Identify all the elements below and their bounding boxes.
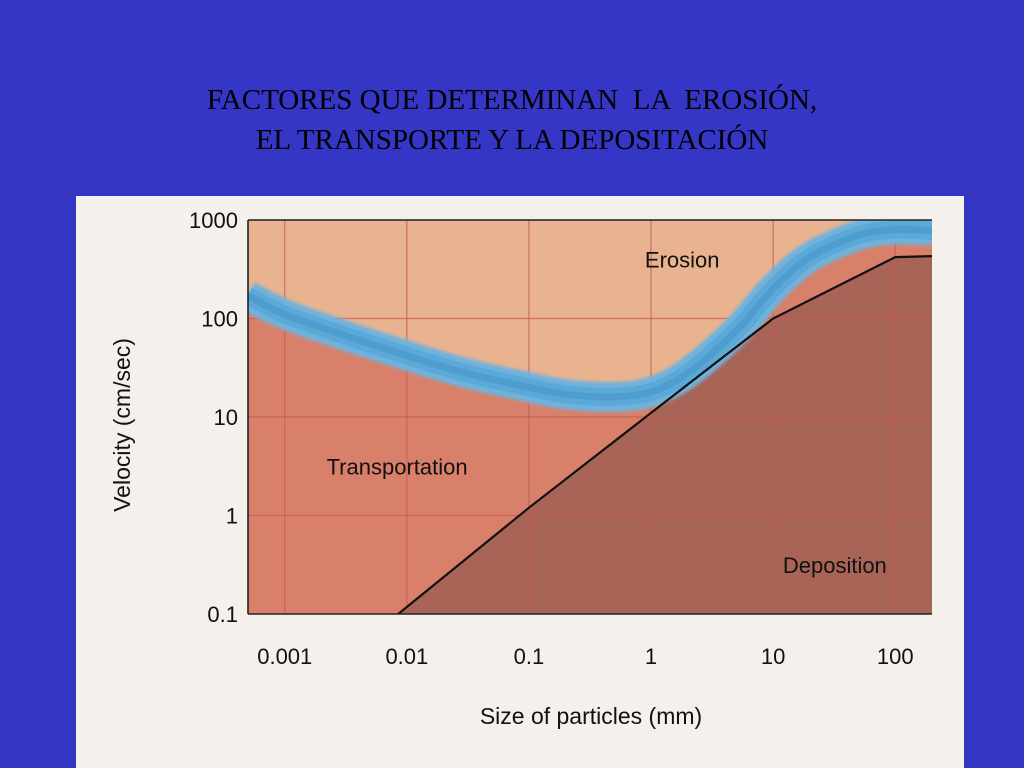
- deposition-boundary-line: [397, 255, 932, 614]
- figure-panel: 0.001 0.01 0.1 1 10 100 1000 100 10 1 0.1 Size of p…: [76, 196, 964, 768]
- transportation-label: Transportation: [327, 455, 468, 480]
- x-tick-label: 10: [761, 644, 785, 669]
- y-tick-label: 10: [214, 405, 238, 430]
- x-tick-label: 0.001: [257, 644, 312, 669]
- slide-title: FACTORES QUE DETERMINAN LA EROSIÓN, EL T…: [0, 80, 1024, 160]
- erosion-transport-deposition-chart: 0.001 0.01 0.1 1 10 100 1000 100 10 1 0.1 Size of p…: [109, 208, 932, 729]
- deposition-region: [398, 256, 932, 614]
- x-tick-label: 1: [645, 644, 657, 669]
- y-tick-label: 1000: [189, 208, 238, 233]
- deposition-label: Deposition: [783, 553, 887, 578]
- x-tick-label: 100: [877, 644, 914, 669]
- x-axis-label: Size of particles (mm): [480, 703, 702, 729]
- x-tick-label: 0.1: [514, 644, 545, 669]
- slide-title-line-2: EL TRANSPORTE Y LA DEPOSITACIÓN: [255, 124, 769, 156]
- y-axis-label: Velocity (cm/sec): [109, 338, 135, 512]
- y-tick-label: 100: [201, 307, 238, 332]
- erosion-band-core: [248, 225, 932, 401]
- x-tick-label: 0.01: [385, 644, 428, 669]
- y-tick-label: 0.1: [207, 602, 238, 627]
- slide-title-line-1: FACTORES QUE DETERMINAN LA EROSIÓN,: [206, 84, 818, 116]
- y-tick-label: 1: [226, 504, 238, 529]
- erosion-label: Erosion: [645, 247, 720, 272]
